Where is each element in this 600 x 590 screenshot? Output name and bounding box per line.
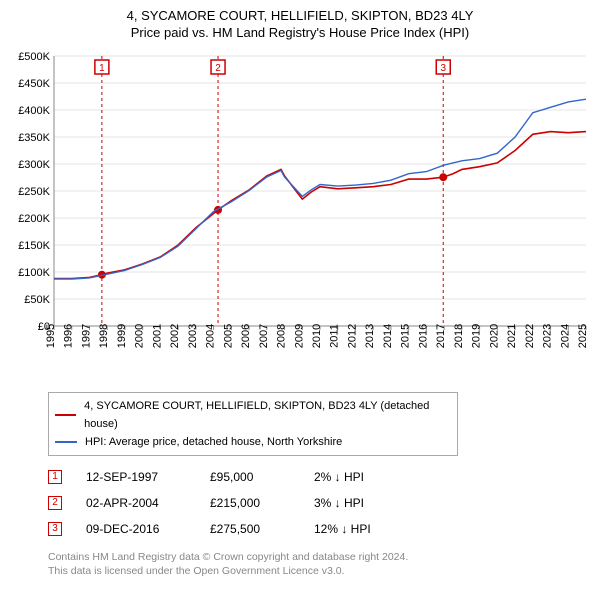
- svg-text:1995: 1995: [45, 324, 57, 348]
- svg-text:£250K: £250K: [18, 186, 50, 198]
- legend-swatch: [55, 414, 76, 416]
- svg-text:3: 3: [440, 63, 446, 74]
- chart-title-block: 4, SYCAMORE COURT, HELLIFIELD, SKIPTON, …: [8, 8, 592, 40]
- svg-text:£200K: £200K: [18, 213, 50, 225]
- svg-text:2006: 2006: [240, 324, 252, 348]
- svg-text:2000: 2000: [134, 324, 146, 348]
- svg-text:2016: 2016: [417, 324, 429, 348]
- chart-legend: 4, SYCAMORE COURT, HELLIFIELD, SKIPTON, …: [48, 392, 458, 456]
- svg-text:1998: 1998: [98, 324, 110, 348]
- transaction-diff: 12% ↓ HPI: [314, 516, 404, 542]
- svg-text:£50K: £50K: [24, 294, 50, 306]
- svg-text:2024: 2024: [559, 324, 571, 348]
- svg-text:2011: 2011: [329, 324, 341, 348]
- svg-text:2012: 2012: [346, 324, 358, 348]
- transaction-marker: 3: [48, 522, 62, 536]
- transaction-diff: 3% ↓ HPI: [314, 490, 404, 516]
- svg-text:2005: 2005: [222, 324, 234, 348]
- svg-text:£350K: £350K: [18, 132, 50, 144]
- footer-line: This data is licensed under the Open Gov…: [48, 564, 592, 578]
- svg-text:2022: 2022: [524, 324, 536, 348]
- chart-title-subtitle: Price paid vs. HM Land Registry's House …: [8, 25, 592, 40]
- svg-text:£100K: £100K: [18, 267, 50, 279]
- transaction-diff: 2% ↓ HPI: [314, 464, 404, 490]
- legend-label: 4, SYCAMORE COURT, HELLIFIELD, SKIPTON, …: [84, 397, 451, 433]
- svg-text:2015: 2015: [400, 324, 412, 348]
- svg-text:£500K: £500K: [18, 51, 50, 63]
- svg-text:2010: 2010: [311, 324, 323, 348]
- svg-text:1997: 1997: [80, 324, 92, 348]
- svg-text:2019: 2019: [471, 324, 483, 348]
- transaction-price: £95,000: [210, 464, 290, 490]
- svg-text:2025: 2025: [577, 324, 589, 348]
- chart-title-address: 4, SYCAMORE COURT, HELLIFIELD, SKIPTON, …: [8, 8, 592, 23]
- svg-text:2013: 2013: [364, 324, 376, 348]
- svg-text:2020: 2020: [488, 324, 500, 348]
- svg-text:2014: 2014: [382, 324, 394, 348]
- svg-text:2021: 2021: [506, 324, 518, 348]
- transaction-row: 2 02-APR-2004 £215,000 3% ↓ HPI: [48, 490, 592, 516]
- transaction-row: 1 12-SEP-1997 £95,000 2% ↓ HPI: [48, 464, 592, 490]
- legend-swatch: [55, 441, 77, 443]
- price-chart: £0£50K£100K£150K£200K£250K£300K£350K£400…: [8, 46, 592, 386]
- svg-text:2001: 2001: [151, 324, 163, 348]
- svg-text:2008: 2008: [276, 324, 288, 348]
- legend-label: HPI: Average price, detached house, Nort…: [85, 433, 342, 451]
- svg-text:1996: 1996: [63, 324, 75, 348]
- svg-text:2: 2: [215, 63, 221, 74]
- transaction-date: 02-APR-2004: [86, 490, 186, 516]
- svg-text:£400K: £400K: [18, 105, 50, 117]
- transaction-price: £215,000: [210, 490, 290, 516]
- svg-text:1: 1: [99, 63, 105, 74]
- svg-text:2007: 2007: [258, 324, 270, 348]
- transaction-marker: 1: [48, 470, 62, 484]
- legend-item-property: 4, SYCAMORE COURT, HELLIFIELD, SKIPTON, …: [55, 397, 451, 433]
- legend-item-hpi: HPI: Average price, detached house, Nort…: [55, 433, 451, 451]
- transaction-date: 09-DEC-2016: [86, 516, 186, 542]
- footer-line: Contains HM Land Registry data © Crown c…: [48, 550, 592, 564]
- transaction-marker: 2: [48, 496, 62, 510]
- svg-text:2023: 2023: [542, 324, 554, 348]
- svg-text:2009: 2009: [293, 324, 305, 348]
- svg-text:2018: 2018: [453, 324, 465, 348]
- svg-text:£150K: £150K: [18, 240, 50, 252]
- svg-text:1999: 1999: [116, 324, 128, 348]
- svg-text:2003: 2003: [187, 324, 199, 348]
- svg-text:£450K: £450K: [18, 78, 50, 90]
- svg-text:2004: 2004: [205, 324, 217, 348]
- attribution-footer: Contains HM Land Registry data © Crown c…: [48, 550, 592, 578]
- svg-text:2002: 2002: [169, 324, 181, 348]
- transaction-date: 12-SEP-1997: [86, 464, 186, 490]
- svg-text:2017: 2017: [435, 324, 447, 348]
- transaction-table: 1 12-SEP-1997 £95,000 2% ↓ HPI 2 02-APR-…: [48, 464, 592, 542]
- svg-text:£300K: £300K: [18, 159, 50, 171]
- transaction-row: 3 09-DEC-2016 £275,500 12% ↓ HPI: [48, 516, 592, 542]
- transaction-price: £275,500: [210, 516, 290, 542]
